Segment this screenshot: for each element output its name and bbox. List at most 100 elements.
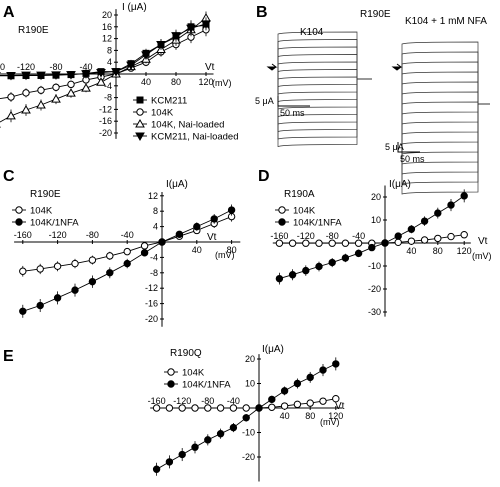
- panel-A-xtick-label: -40: [79, 62, 92, 72]
- panel-D-legend-label-0: 104K: [293, 206, 316, 217]
- panel-E-xtick-label: 40: [280, 411, 290, 421]
- panel-E-series-0-point: [306, 399, 314, 407]
- panel-C-xunit: (mV): [215, 250, 235, 260]
- panel-D-series-1-point: [302, 266, 310, 275]
- trace-nfa-arrow: [391, 63, 403, 71]
- panel-D-series-0-point: [420, 236, 429, 244]
- panel-D-series-0-point: [394, 238, 402, 247]
- panel-D-series-0-point: [328, 239, 336, 247]
- panel-E-series-0-point: [242, 404, 250, 412]
- panel-D-series-1-point: [275, 274, 284, 283]
- trace-nfa-sweep: [401, 71, 490, 105]
- panel-D-series-0-point: [354, 239, 363, 247]
- trace-nfa-sweep: [401, 103, 490, 135]
- panel-E-series-0-point: [319, 397, 327, 405]
- trace-k104-sweep: [277, 39, 372, 80]
- panel-A-series-3-point: [96, 69, 106, 78]
- trace-nfa-sweep: [401, 51, 490, 105]
- panel-C-series-1-point: [227, 206, 236, 214]
- panel-E-ytick-label: 20: [245, 354, 255, 364]
- panel-A-xtick-label: -160: [0, 62, 5, 72]
- panel-A-series-2-point: [21, 104, 31, 114]
- panel-C-series-0-point: [123, 247, 131, 256]
- panel-C-ytick-label: 8: [153, 206, 158, 216]
- panel-A-series-3-point: [201, 20, 211, 29]
- panel-E-series-1-point: [152, 465, 161, 473]
- panel-A-ytick-label: 16: [102, 22, 112, 32]
- panel-C-legend-marker-0: [15, 206, 23, 214]
- panel-C-series-1-point: [53, 294, 62, 302]
- panel-C-series-1-point: [175, 230, 184, 239]
- panel-D-xtick-label: -160: [270, 231, 288, 241]
- panel-E-series-1-point: [306, 373, 314, 382]
- panel-C-series-1-point: [106, 269, 114, 277]
- panel-E-ytick-label: 10: [245, 379, 255, 389]
- chart-C: -160 -120 -80 -40 40 80 12 8 4 -4 -8 -12 -16 -20 104K1…: [12, 191, 241, 327]
- panel-E-series-0-point: [178, 404, 186, 412]
- panel-C-xtick-label: -160: [14, 230, 32, 240]
- panel-D-legend-marker-0: [278, 206, 286, 214]
- panel-C-ylabel: I(μA): [166, 179, 188, 190]
- panel-D-series-0-point: [315, 239, 323, 247]
- trace-nfa-sweep: [401, 61, 490, 105]
- panel-D-ytick-label: -20: [368, 284, 381, 294]
- panel-D-title: R190A: [284, 189, 315, 200]
- panel-E-series-1-point: [178, 450, 186, 459]
- panel-E-legend-label-1: 104K/1NFA: [182, 380, 231, 391]
- panel-E-series-0-point: [332, 394, 340, 403]
- panel-D-letter: D: [258, 168, 270, 185]
- trace-nfa-sweep: [401, 101, 490, 105]
- panel-C-ytick-label: 4: [153, 222, 158, 232]
- panel-D-legend-marker-1: [278, 218, 286, 226]
- panel-C-xtick-label: -80: [86, 230, 99, 240]
- panel-D-ytick-label: -10: [368, 261, 381, 271]
- panel-D-series-0-point: [275, 239, 284, 247]
- panel-E-series-1-point: [332, 360, 340, 368]
- panel-A-xtick-label: 120: [198, 77, 213, 87]
- panel-A-series-2-point: [81, 83, 91, 92]
- panel-A-series-1-point: [67, 80, 75, 89]
- panel-A-series-1-point: [37, 86, 45, 94]
- panel-B-scalebar-current-1: 5 μA: [255, 96, 274, 106]
- panel-D-xunit: (mV): [472, 251, 492, 261]
- panel-A-series-3-point: [66, 71, 76, 80]
- panel-A-legend-label-3: KCM211, Nai-loaded: [151, 132, 238, 143]
- panel-C-series-1-point: [88, 277, 97, 286]
- panel-A-series-3-point: [141, 51, 151, 60]
- panel-C-series-0-point: [140, 242, 149, 250]
- panel-C-ytick-label: -20: [145, 314, 158, 324]
- trace-nfa-sweep: [401, 91, 490, 105]
- panel-D-series-0-point: [302, 239, 310, 247]
- panel-A-ytick-label: 20: [102, 10, 112, 20]
- chart-E: -160 -120 -80 -40 40 80 120 20 10 -10 -20 104K104K/…: [148, 354, 343, 482]
- trace-k104-sweep: [277, 78, 372, 87]
- panel-D-series-1-point: [381, 239, 389, 247]
- panel-A-letter: A: [3, 4, 15, 21]
- panel-A-series-3-point: [186, 24, 196, 34]
- panel-B-scalebar-time-2: 50 ms: [400, 154, 425, 164]
- panel-A-ytick-label: -8: [104, 93, 112, 103]
- panel-E-xlabel: Vt: [335, 401, 345, 412]
- panel-E-series-1-point: [204, 436, 212, 444]
- panel-C-xtick-label: 80: [227, 245, 237, 255]
- panel-A-ylabel: I (μA): [122, 2, 147, 13]
- panel-D-series-1-point: [447, 201, 455, 209]
- panel-D-series-0-point: [407, 237, 416, 245]
- panel-A-series-2-point: [66, 88, 76, 97]
- panel-A-series-3-point: [111, 68, 121, 77]
- panel-E-xtick-label: -80: [201, 396, 214, 406]
- panel-C-ytick-label: -8: [150, 268, 158, 278]
- panel-A-xtick-label: -80: [49, 62, 62, 72]
- panel-A-legend-label-1: 104K: [151, 108, 174, 119]
- panel-C-series-1-point: [19, 307, 27, 315]
- panel-E-ylabel: I(μA): [262, 344, 284, 355]
- panel-C-ytick-label: -16: [145, 299, 158, 309]
- trace-k104-arrow: [266, 63, 278, 71]
- panel-A-ytick-label: -4: [104, 81, 112, 91]
- panel-A-series-2-point: [36, 99, 46, 109]
- panel-E-series-0-point: [204, 404, 212, 412]
- panel-D-ytick-label: 10: [371, 215, 381, 225]
- panel-C-legend-label-1: 104K/1NFA: [30, 218, 79, 229]
- chart-A: -160 -120 -80 -40 40 80 120 20 16 128 4 -4 -8-12 -16 -…: [0, 9, 238, 143]
- panel-D-series-1-point: [460, 192, 468, 200]
